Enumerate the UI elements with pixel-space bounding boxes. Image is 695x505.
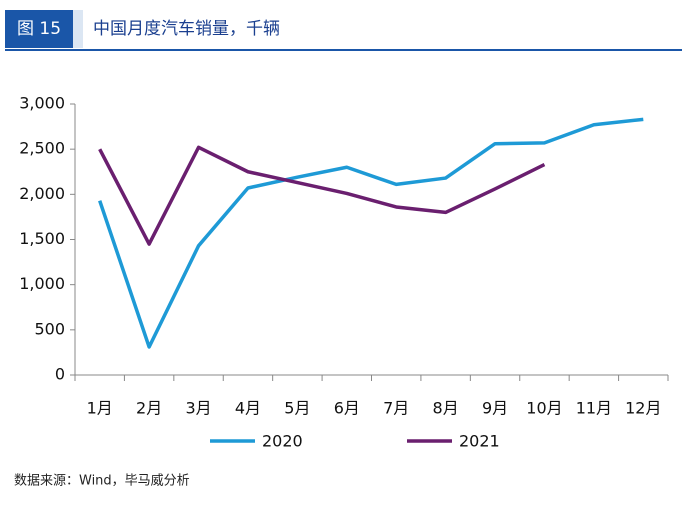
y-tick-label: 2,500 xyxy=(19,139,65,158)
x-tick-label: 10月 xyxy=(526,399,562,418)
x-tick-label: 3月 xyxy=(185,399,211,418)
x-tick-label: 6月 xyxy=(334,399,360,418)
x-tick-label: 5月 xyxy=(284,399,310,418)
x-tick-label: 4月 xyxy=(235,399,261,418)
x-tick-label: 9月 xyxy=(482,399,508,418)
y-tick-label: 2,000 xyxy=(19,184,65,203)
x-tick-label: 8月 xyxy=(433,399,459,418)
header-accent xyxy=(73,10,83,48)
x-tick-label: 12月 xyxy=(625,399,661,418)
figure-label-box xyxy=(5,10,73,48)
y-tick-label: 1,500 xyxy=(19,229,65,248)
y-tick-label: 3,000 xyxy=(19,94,65,113)
series-line xyxy=(98,145,546,246)
y-tick-label: 1,000 xyxy=(19,274,65,293)
figure-label: 图 15 xyxy=(17,19,61,39)
y-tick-label: 500 xyxy=(34,319,65,338)
x-tick-label: 11月 xyxy=(576,399,612,418)
x-tick-label: 7月 xyxy=(383,399,409,418)
y-tick-label: 0 xyxy=(55,365,65,384)
series-line xyxy=(98,117,644,349)
x-tick-label: 1月 xyxy=(87,399,113,418)
source: 数据来源：Wind，毕马威分析 xyxy=(14,474,190,489)
x-tick-label: 2月 xyxy=(136,399,162,418)
legend-label: 2020 xyxy=(262,432,303,451)
chart-title: 中国月度汽车销量，千辆 xyxy=(93,19,280,39)
legend-label: 2021 xyxy=(459,432,500,451)
